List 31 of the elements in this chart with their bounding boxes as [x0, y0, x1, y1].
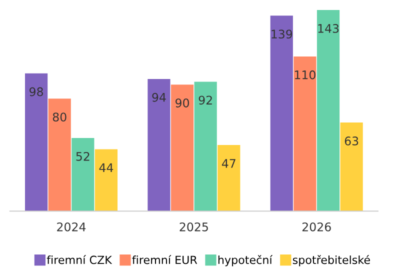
data-label: 139 [272, 30, 292, 39]
data-label: 90 [176, 98, 190, 108]
bar [294, 56, 316, 212]
legend-label: spotřebitelské [292, 255, 370, 266]
bar [170, 84, 194, 212]
data-label: 63 [344, 136, 358, 146]
data-label: 94 [152, 92, 166, 102]
bar [194, 82, 217, 212]
legend-label: hypoteční [218, 255, 273, 266]
x-tick-label: 2024 [57, 222, 86, 232]
bar [94, 149, 118, 212]
bar [72, 138, 94, 212]
legend-label: firemní CZK [46, 255, 112, 264]
legend-label: firemní EUR [132, 255, 198, 264]
x-tick-label: 2026 [302, 222, 331, 232]
bar [148, 78, 170, 212]
data-label: 52 [76, 152, 90, 161]
data-label: 47 [222, 159, 236, 168]
data-label: 98 [30, 87, 44, 96]
bar [340, 122, 363, 212]
data-label: 143 [318, 24, 339, 33]
data-label: 110 [294, 70, 316, 80]
bar [48, 98, 71, 212]
data-label: 80 [52, 112, 66, 122]
bar [316, 10, 340, 212]
bar [24, 73, 48, 212]
data-label: 44 [99, 163, 114, 172]
bar [218, 145, 240, 212]
data-label: 92 [198, 96, 212, 105]
bar [270, 16, 293, 212]
x-tick-label: 2025 [180, 222, 208, 232]
